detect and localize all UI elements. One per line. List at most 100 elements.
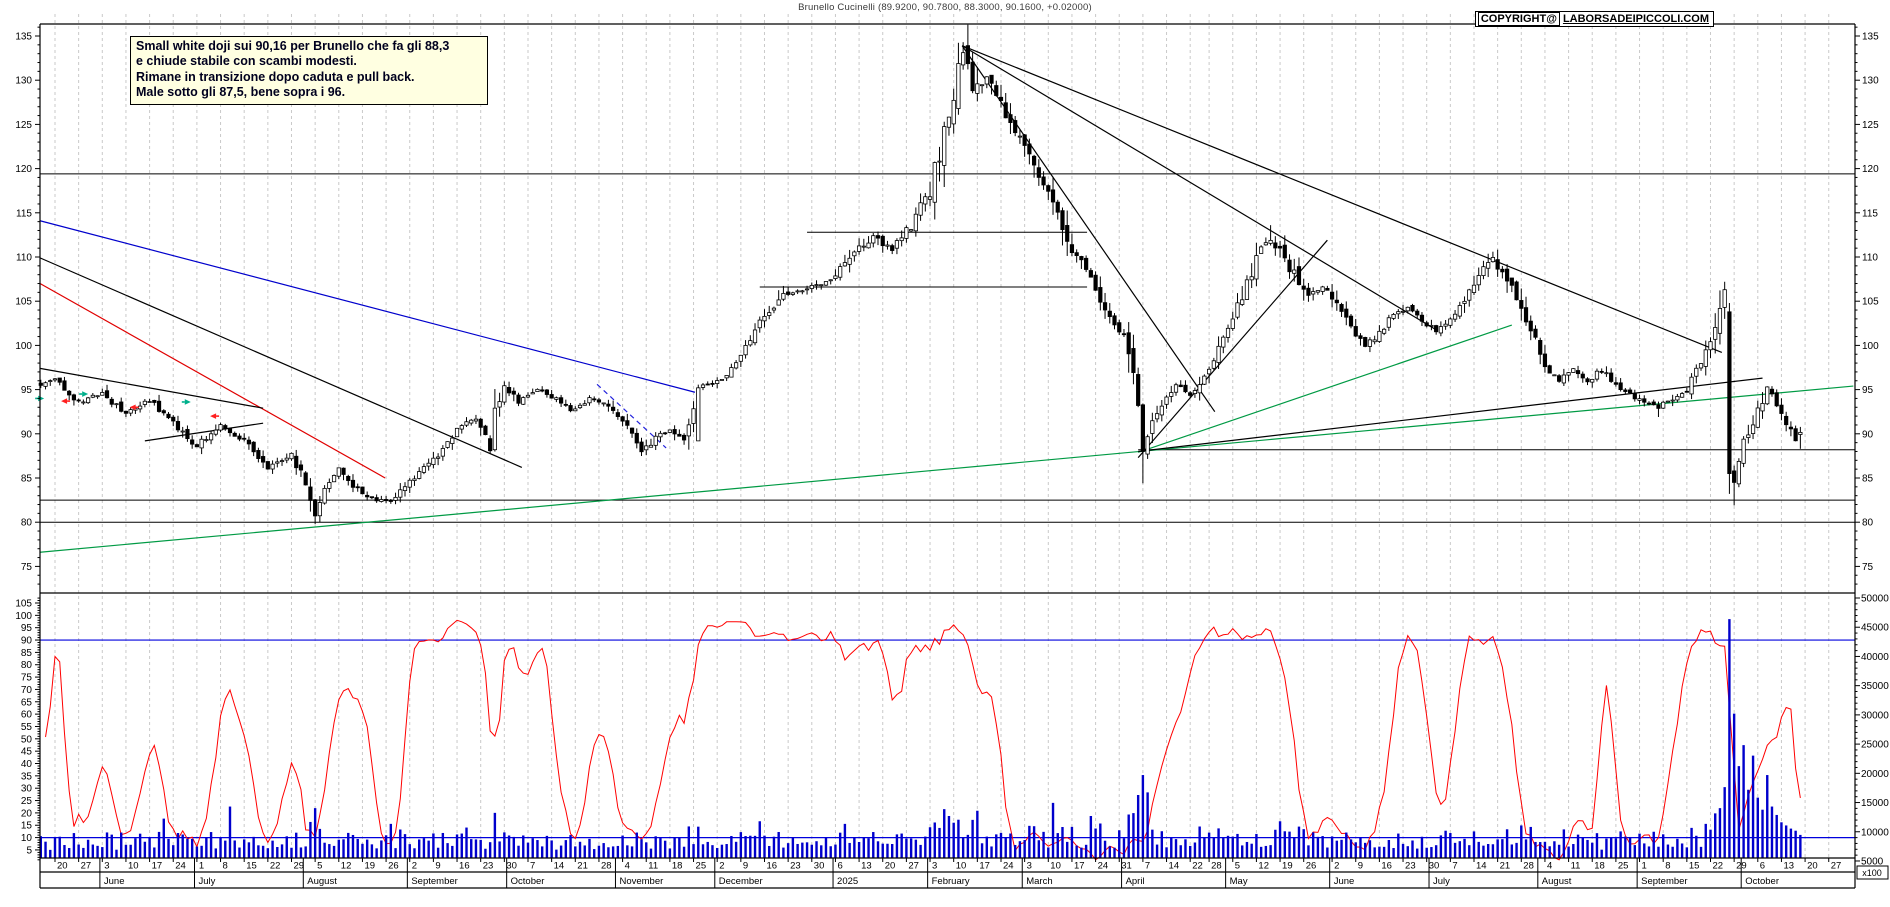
- svg-text:65: 65: [21, 697, 33, 708]
- svg-text:20: 20: [57, 861, 68, 872]
- svg-text:2: 2: [1334, 861, 1339, 872]
- svg-text:20: 20: [21, 808, 33, 819]
- svg-text:45000: 45000: [1861, 623, 1889, 634]
- svg-text:70: 70: [21, 685, 33, 696]
- svg-text:95: 95: [21, 623, 33, 634]
- svg-text:6: 6: [837, 861, 842, 872]
- svg-text:27: 27: [81, 861, 92, 872]
- svg-text:25: 25: [1618, 861, 1629, 872]
- svg-text:10: 10: [21, 833, 33, 844]
- svg-text:1: 1: [199, 861, 204, 872]
- svg-text:5000: 5000: [1861, 856, 1884, 867]
- svg-text:19: 19: [364, 861, 375, 872]
- svg-text:125: 125: [1862, 120, 1879, 131]
- svg-text:18: 18: [672, 861, 683, 872]
- svg-text:5: 5: [26, 845, 32, 856]
- svg-text:8: 8: [1665, 861, 1670, 872]
- svg-text:5: 5: [317, 861, 322, 872]
- svg-text:115: 115: [1862, 208, 1878, 219]
- svg-text:x100: x100: [1862, 868, 1882, 878]
- svg-text:12: 12: [1258, 861, 1269, 872]
- svg-text:29: 29: [293, 861, 304, 872]
- svg-text:21: 21: [577, 861, 588, 872]
- svg-text:90: 90: [1862, 429, 1874, 440]
- svg-text:October: October: [1745, 876, 1779, 887]
- svg-text:14: 14: [1476, 861, 1487, 872]
- analyst-note-line: Rimane in transizione dopo caduta e pull…: [136, 69, 415, 84]
- svg-text:85: 85: [1862, 474, 1874, 485]
- svg-text:9: 9: [435, 861, 440, 872]
- svg-text:11: 11: [1571, 861, 1581, 872]
- svg-text:17: 17: [152, 861, 163, 872]
- svg-text:September: September: [1641, 876, 1687, 887]
- copyright-label: COPYRIGHT@: [1477, 12, 1560, 26]
- svg-text:30000: 30000: [1861, 710, 1889, 721]
- svg-text:100: 100: [1862, 341, 1879, 352]
- svg-text:115: 115: [16, 208, 32, 219]
- svg-text:7: 7: [1145, 861, 1150, 872]
- svg-text:20: 20: [885, 861, 896, 872]
- svg-text:18: 18: [1594, 861, 1605, 872]
- svg-text:27: 27: [1831, 861, 1842, 872]
- svg-text:105: 105: [15, 599, 32, 610]
- svg-text:10: 10: [1050, 861, 1061, 872]
- svg-text:August: August: [307, 876, 337, 887]
- svg-text:50: 50: [21, 734, 33, 745]
- svg-text:March: March: [1026, 876, 1052, 887]
- svg-text:30: 30: [1429, 861, 1440, 872]
- svg-text:130: 130: [15, 76, 32, 87]
- svg-text:24: 24: [1098, 861, 1109, 872]
- svg-text:40: 40: [21, 759, 33, 770]
- svg-text:3: 3: [1027, 861, 1032, 872]
- svg-text:125: 125: [15, 120, 32, 131]
- svg-text:80: 80: [21, 660, 33, 671]
- svg-text:110: 110: [16, 253, 32, 264]
- svg-text:14: 14: [554, 861, 565, 872]
- svg-text:22: 22: [1192, 861, 1203, 872]
- svg-text:90: 90: [21, 429, 33, 440]
- svg-text:22: 22: [270, 861, 281, 872]
- svg-text:60: 60: [21, 710, 33, 721]
- svg-text:2: 2: [719, 861, 724, 872]
- analyst-note-line: Male sotto gli 87,5, bene sopra i 96.: [136, 85, 346, 100]
- svg-text:130: 130: [1862, 76, 1879, 87]
- svg-text:26: 26: [388, 861, 399, 872]
- copyright-badge: COPYRIGHT@ LABORSADEIPICCOLI.COM: [1474, 11, 1714, 27]
- svg-text:12: 12: [341, 861, 352, 872]
- analyst-note-box: Small white doji sui 90,16 per Brunello …: [130, 36, 488, 105]
- svg-text:80: 80: [1862, 518, 1874, 529]
- svg-text:13: 13: [1783, 861, 1794, 872]
- svg-text:100: 100: [15, 341, 32, 352]
- svg-text:15000: 15000: [1861, 798, 1889, 809]
- svg-text:11: 11: [648, 861, 658, 872]
- svg-text:35000: 35000: [1861, 681, 1889, 692]
- svg-text:June: June: [104, 876, 125, 887]
- svg-text:23: 23: [790, 861, 801, 872]
- svg-text:105: 105: [1862, 297, 1879, 308]
- svg-text:100: 100: [15, 611, 32, 622]
- svg-text:15: 15: [246, 861, 257, 872]
- svg-text:August: August: [1542, 876, 1572, 887]
- svg-text:105: 105: [15, 297, 32, 308]
- svg-text:10: 10: [128, 861, 139, 872]
- svg-text:110: 110: [1862, 253, 1878, 264]
- svg-text:21: 21: [1500, 861, 1511, 872]
- svg-text:25: 25: [696, 861, 707, 872]
- svg-text:45: 45: [21, 747, 33, 758]
- svg-text:June: June: [1334, 876, 1355, 887]
- svg-text:85: 85: [21, 474, 33, 485]
- svg-text:28: 28: [1211, 861, 1222, 872]
- svg-text:20: 20: [1807, 861, 1818, 872]
- svg-text:April: April: [1126, 876, 1145, 887]
- svg-text:120: 120: [15, 164, 32, 175]
- svg-text:7: 7: [1452, 861, 1457, 872]
- svg-text:November: November: [619, 876, 663, 887]
- svg-text:9: 9: [743, 861, 748, 872]
- svg-text:31: 31: [1121, 861, 1132, 872]
- svg-text:1: 1: [1642, 861, 1647, 872]
- svg-text:28: 28: [1523, 861, 1534, 872]
- svg-text:80: 80: [21, 518, 33, 529]
